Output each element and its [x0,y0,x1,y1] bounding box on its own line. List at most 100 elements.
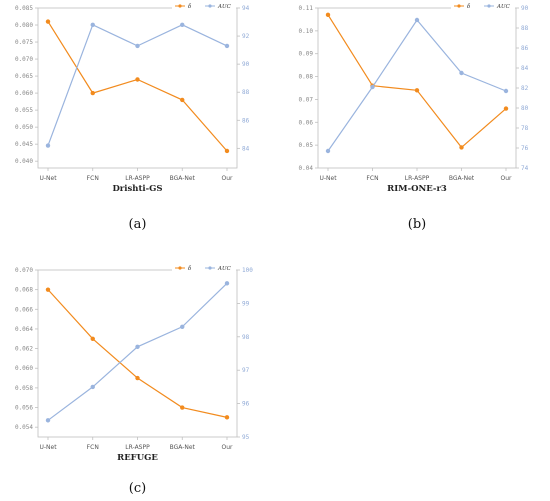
left-tick-label: 0.040 [15,158,33,165]
left-tick-label: 0.085 [15,5,33,12]
series-line-auc [47,282,228,421]
x-tick-label: LR-ASPP [125,444,150,451]
data-point-auc [224,43,230,49]
x-tick-label: U-Net [319,175,337,182]
left-tick-label: 0.070 [15,267,33,274]
chart-title: REFUGE [117,453,158,463]
right-tick-label: 78 [521,125,529,132]
left-tick-label: 0.09 [299,51,314,58]
data-point-auc [90,384,95,390]
chart-title: Drishti-GS [112,184,162,194]
left-tick-label: 0.050 [15,124,33,131]
legend-background [451,2,515,10]
data-point-delta [180,405,185,410]
x-tick-label: FCN [366,175,378,182]
left-tick-label: 0.075 [15,39,33,46]
left-tick-label: 0.080 [15,22,33,29]
panel-caption: (a) [129,217,147,232]
data-point-auc [370,84,375,90]
panel-caption: (c) [129,481,146,496]
panel-caption: (b) [408,217,426,232]
x-tick-label: FCN [87,175,99,182]
plot-frame [317,7,517,169]
data-point-delta [414,88,420,93]
right-tick-label: 98 [242,334,250,341]
left-tick-label: 0.065 [15,73,33,80]
legend-marker [208,4,212,8]
right-tick-label: 74 [521,165,529,172]
right-tick-label: 96 [242,401,250,408]
left-tick-label: 0.08 [299,74,314,81]
x-tick-label: LR-ASPP [405,175,430,182]
data-point-delta [45,19,51,24]
left-tick-label: 0.060 [15,90,33,97]
legend-marker [178,4,182,8]
chart-panel-1: 0.040 0.045 0.050 0.055 0.060 0.065 0.070 0.075… [15,2,250,232]
data-point-auc [180,324,185,329]
data-point-auc [135,344,140,350]
right-tick-label: 97 [242,367,250,374]
right-tick-label: 86 [242,117,250,124]
data-point-delta [325,12,331,18]
left-tick-label: 0.070 [15,56,33,63]
right-tick-label: 95 [242,434,250,441]
chart-panel-3: 0.054 0.056 0.058 0.060 0.062 0.064 0.066 0.068… [15,264,253,496]
x-tick-label: BGA-Net [170,175,196,182]
right-tick-label: 99 [242,300,250,307]
legend: δ AUC [172,264,236,272]
x-tick-label: FCN [87,444,99,451]
data-point-delta [503,106,509,111]
left-tick-label: 0.058 [15,385,33,392]
data-point-delta [459,145,464,150]
plot-frame [37,7,238,169]
right-tick-label: 90 [521,5,529,12]
data-point-auc [325,148,331,154]
data-point-delta [224,148,230,154]
left-tick-label: 0.054 [15,424,33,431]
legend-marker [208,266,212,270]
legend-label: AUC [217,4,232,10]
legend-background [172,2,236,10]
data-point-delta [224,415,230,420]
legend-label: AUC [217,266,232,272]
x-tick-label: U-Net [39,444,57,451]
right-tick-label: 84 [242,145,250,152]
legend: δ AUC [172,2,236,10]
left-tick-label: 0.066 [15,306,33,313]
data-point-auc [45,143,51,148]
right-tick-label: 76 [521,145,529,152]
x-tick-label: Our [501,175,513,182]
plot-frame [37,269,238,438]
series-line-auc [47,24,228,146]
data-point-delta [135,375,140,381]
left-tick-label: 0.062 [15,346,33,353]
left-tick-label: 0.10 [299,28,314,35]
x-tick-label: BGA-Net [170,444,196,451]
data-point-delta [135,77,140,82]
right-tick-label: 80 [521,105,529,112]
left-tick-label: 0.11 [299,5,314,12]
left-tick-label: 0.05 [299,142,314,149]
data-point-delta [90,336,95,341]
legend-label: δ [188,266,192,272]
series-line-delta [327,14,507,149]
legend-marker [457,4,461,8]
data-point-auc [414,17,420,23]
legend-label: δ [467,4,471,10]
left-tick-label: 0.07 [299,96,314,103]
legend: δ AUC [451,2,515,10]
x-tick-label: Our [222,444,234,451]
legend-marker [178,266,182,270]
legend-marker [487,4,491,8]
right-tick-label: 94 [242,5,250,12]
right-tick-label: 88 [242,89,250,96]
legend-label: δ [188,4,192,10]
right-tick-label: 92 [242,33,250,40]
right-tick-label: 90 [242,61,250,68]
right-tick-label: 82 [521,85,529,92]
legend-background [172,264,236,272]
left-tick-label: 0.060 [15,365,33,372]
right-tick-label: 88 [521,25,529,32]
data-point-auc [45,418,51,423]
